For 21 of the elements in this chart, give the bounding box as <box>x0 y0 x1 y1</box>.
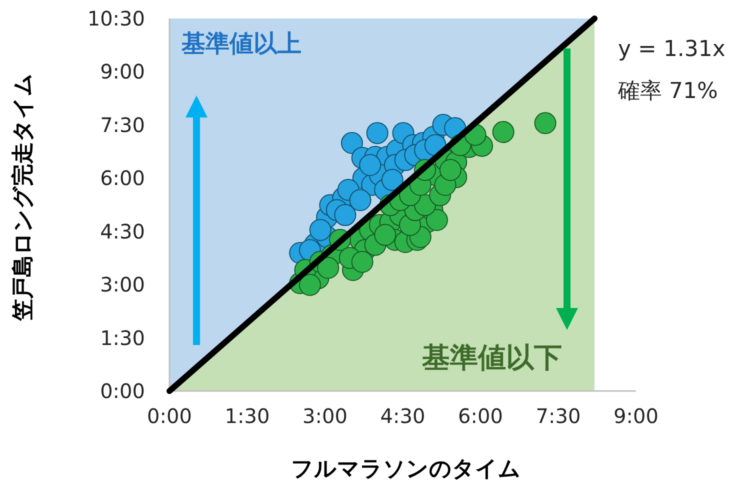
y-tick-label: 0:00 <box>100 379 145 403</box>
annotation: 基準値以上 <box>182 30 302 58</box>
y-tick-label: 3:00 <box>100 272 145 297</box>
y-axis-title: 笠戸島ロング完走タイム <box>10 73 36 322</box>
y-tick-label: 10:30 <box>87 6 145 30</box>
x-tick-label: 0:00 <box>147 404 192 428</box>
x-tick-label: 9:00 <box>614 404 658 428</box>
annotation: 確率 71% <box>618 79 718 104</box>
annotation: 基準値以下 <box>422 341 562 374</box>
x-tick-label: 4:30 <box>380 404 426 428</box>
y-tick-label: 1:30 <box>100 326 145 350</box>
x-axis-title: フルマラソンのタイム <box>290 457 521 482</box>
x-tick-label: 7:30 <box>536 404 581 428</box>
x-tick-label: 6:00 <box>458 404 503 428</box>
annotation: y = 1.31x <box>618 37 726 62</box>
y-tick-label: 7:30 <box>100 112 145 137</box>
y-tick-label: 9:00 <box>100 60 145 84</box>
y-tick-label: 4:30 <box>100 219 145 244</box>
x-tick-label: 3:00 <box>302 404 348 428</box>
y-tick-label: 6:00 <box>100 166 145 190</box>
x-tick-label: 1:30 <box>224 404 270 428</box>
